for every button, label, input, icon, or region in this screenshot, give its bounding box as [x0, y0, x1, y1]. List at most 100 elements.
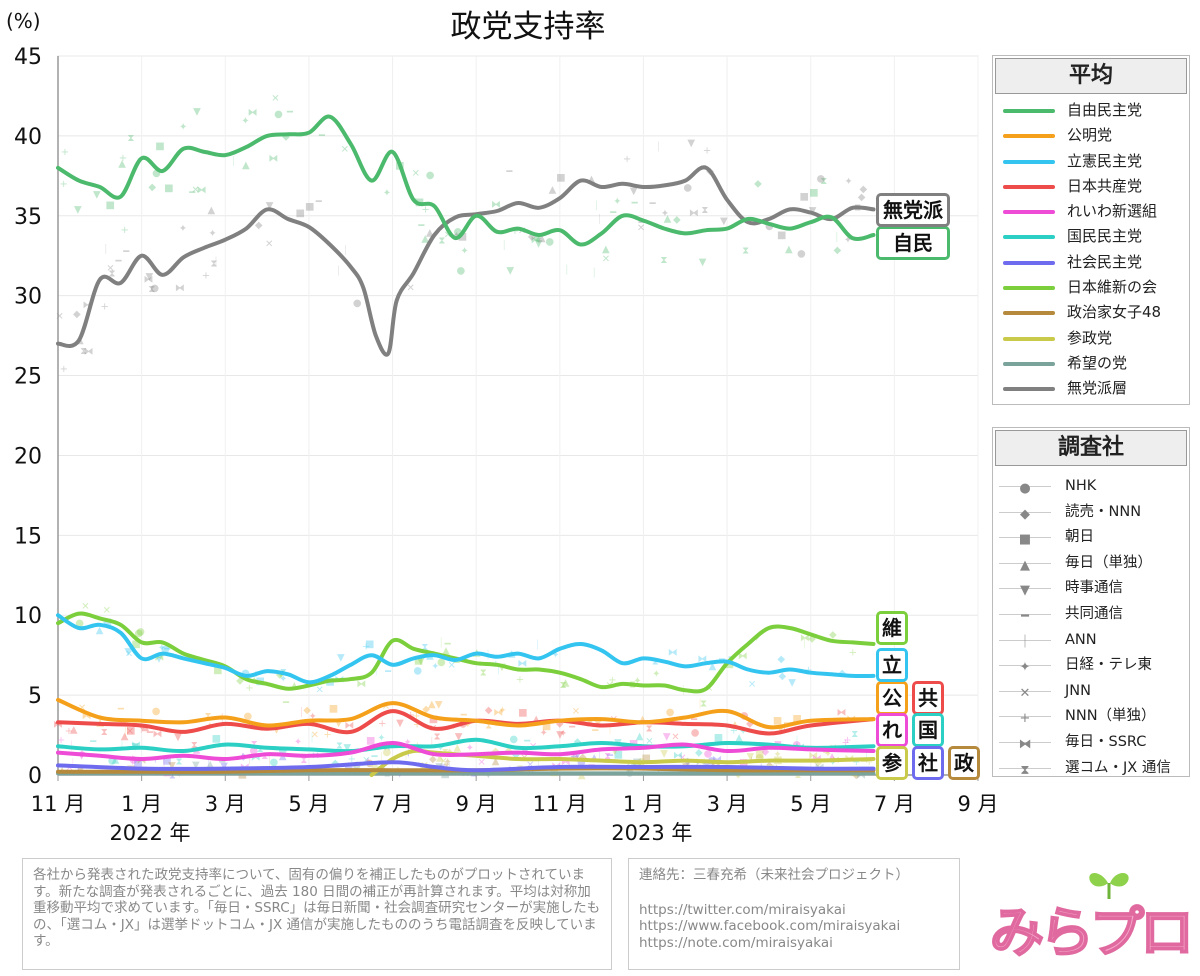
- legend-line: [999, 767, 1051, 769]
- legend-pollster-item: ⧓ 毎日・SSRC: [993, 730, 1189, 756]
- poll-point: ━: [315, 197, 323, 208]
- poll-point: ⧗: [660, 255, 667, 266]
- y-unit-label: (%): [6, 9, 41, 33]
- poll-point: ✕: [55, 312, 63, 323]
- poll-point: ✕: [271, 93, 279, 104]
- poll-point: ⧓: [689, 208, 699, 219]
- poll-point: ✦: [396, 770, 404, 781]
- poll-point: ▼: [266, 200, 274, 211]
- poll-point: ◆: [829, 630, 837, 641]
- legend-average-item: 政治家女子48: [993, 300, 1189, 325]
- x-tick-label-8: 3 月: [707, 792, 748, 816]
- pollster-marker-icon: ✦: [1019, 660, 1031, 676]
- poll-point: ⧗: [851, 729, 858, 740]
- legend-average-item: 国民民主党: [993, 224, 1189, 249]
- poll-point: ●: [353, 298, 362, 309]
- legend-swatch: [1003, 311, 1055, 316]
- poll-point: +: [842, 738, 850, 749]
- poll-point: ⧗: [191, 740, 198, 751]
- poll-point: ●: [509, 734, 518, 745]
- series-tag: 政: [948, 746, 980, 780]
- poll-point: ✦: [540, 728, 548, 739]
- poll-point: ⧓: [712, 754, 722, 765]
- poll-point: ⧗: [560, 680, 567, 691]
- y-tick-label-9: 45: [14, 45, 42, 70]
- poll-point: ▼: [720, 216, 728, 227]
- poll-point: ⧓: [673, 751, 683, 762]
- legend-label: 希望の党: [1067, 353, 1128, 372]
- poll-point: ✦: [377, 733, 385, 744]
- poll-point: ◆: [303, 705, 311, 716]
- legend-line: [999, 511, 1051, 513]
- contact-link-note[interactable]: https://note.com/miraisyakai: [639, 934, 833, 951]
- poll-point: ■: [366, 736, 375, 747]
- legend-average-item: れいわ新選組: [993, 199, 1189, 224]
- poll-point: ▼: [506, 265, 514, 276]
- legend-average-item: 希望の党: [993, 351, 1189, 376]
- legend-line: [999, 588, 1051, 590]
- poll-point: ●: [161, 644, 170, 655]
- contact-link-twitter[interactable]: https://twitter.com/miraisyakai: [639, 901, 846, 918]
- poll-point: ▼: [417, 656, 425, 667]
- poll-point: ■: [305, 201, 314, 212]
- poll-point: ●: [243, 711, 252, 722]
- poll-point: ⧗: [80, 346, 87, 357]
- y-tick-label-0: 0: [28, 764, 42, 789]
- year-label-1: 2023 年: [611, 821, 692, 845]
- poll-point: ⧗: [795, 770, 802, 781]
- average-lines: [56, 114, 876, 777]
- poll-point: ▼: [174, 732, 182, 743]
- series-line-9: [369, 748, 876, 777]
- poll-point: ━: [637, 217, 645, 228]
- legend-pollster-item: ■ 朝日: [993, 525, 1189, 551]
- poll-point: ◆: [556, 719, 564, 730]
- pollster-marker-icon: ⧓: [1018, 736, 1032, 752]
- poll-point: ━: [152, 770, 160, 781]
- poll-point: +: [65, 726, 73, 737]
- x-tick-label-7: 1 月: [623, 792, 664, 816]
- poll-point: ⧓: [837, 708, 847, 719]
- poll-point: ▲: [421, 233, 429, 244]
- poll-point: ⧓: [131, 740, 141, 751]
- poll-point: ✕: [81, 602, 89, 613]
- poll-point: ●: [241, 668, 250, 679]
- poll-point: ｜: [245, 755, 255, 767]
- poll-point: ▲: [207, 205, 215, 216]
- poll-point: ━: [460, 710, 468, 721]
- poll-point: ◆: [236, 676, 244, 687]
- poll-point: ◆: [779, 671, 787, 682]
- poll-point: ◆: [528, 231, 536, 242]
- poll-point: ｜: [68, 758, 78, 770]
- x-tick-label-9: 5 月: [790, 792, 831, 816]
- poll-point: ▼: [777, 724, 785, 735]
- legend-pollster-item: ⧗ 選コム・JX 通信: [993, 756, 1189, 782]
- poll-point: +: [413, 720, 421, 731]
- poll-point: ━: [370, 752, 378, 763]
- poll-point: ■: [212, 734, 221, 745]
- poll-point: ⧓: [344, 721, 354, 732]
- poll-point: ◆: [852, 770, 860, 781]
- poll-point: ⧗: [820, 176, 827, 187]
- poll-point: ▲: [436, 752, 444, 763]
- poll-point: ✕: [748, 680, 756, 691]
- poll-point: ✕: [439, 757, 447, 768]
- poll-point: ◆: [512, 749, 520, 760]
- poll-point: ✦: [773, 750, 781, 761]
- series-line-6: [56, 760, 876, 773]
- poll-point: ⧗: [434, 731, 441, 742]
- legend-label: 時事通信: [1065, 580, 1123, 597]
- poll-point: ⧓: [531, 235, 541, 246]
- poll-point: ▲: [121, 731, 129, 742]
- series-tag: 社: [912, 746, 944, 780]
- contact-link-facebook[interactable]: https://www.facebook.com/miraisyakai: [639, 918, 901, 934]
- poll-point: ━: [146, 728, 154, 739]
- legend-average: 平均 自由民主党 公明党 立憲民主党 日本共産党 れいわ新選組 国民民主党 社会民主党 日本維…: [992, 55, 1190, 405]
- poll-point: ━: [115, 256, 123, 267]
- footnote-text: 各社から発表された政党支持率について、固有の偏りを補正したものがプロットされてい…: [33, 867, 601, 949]
- series-line-5: [56, 737, 876, 754]
- poll-point: ｜: [228, 156, 238, 168]
- poll-point: ✕: [518, 226, 526, 237]
- legend-line: [999, 716, 1051, 718]
- poll-point: ●: [437, 657, 446, 668]
- poll-point: ▲: [538, 233, 546, 244]
